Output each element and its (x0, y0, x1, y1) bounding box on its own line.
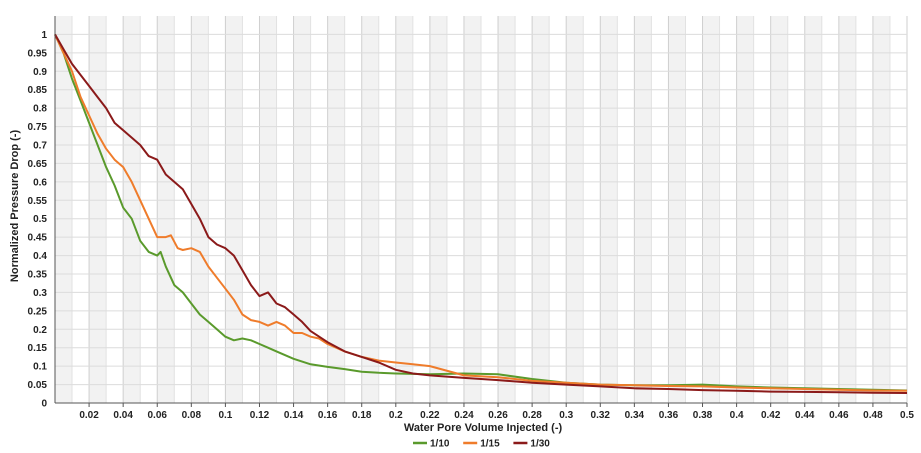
grid-band (89, 16, 107, 403)
grid-band (361, 16, 379, 403)
y-tick-label: 0.5 (33, 214, 47, 225)
y-tick-label: 0.1 (33, 362, 47, 373)
y-tick-label: 0.55 (28, 196, 48, 207)
x-tick-label: 0.24 (454, 410, 474, 421)
x-tick-label: 0.28 (522, 410, 542, 421)
y-axis-title: Normalized Pressure Drop (-) (9, 130, 21, 283)
x-tick-label: 0.14 (284, 410, 304, 421)
y-tick-label: 0.85 (28, 85, 48, 96)
grid-band (55, 16, 73, 403)
grid-lines (55, 16, 908, 403)
x-tick-label: 0.32 (591, 410, 611, 421)
grid-band (532, 16, 550, 403)
x-axis-title: Water Pore Volume Injected (-) (404, 422, 563, 434)
grid-band (191, 16, 209, 403)
x-tick-label: 0.02 (79, 410, 99, 421)
legend-item-label: 1/15 (480, 439, 500, 450)
x-tick-label: 0.46 (829, 410, 849, 421)
grid-band (327, 16, 345, 403)
axes (54, 16, 907, 404)
series-layer (54, 33, 908, 394)
x-tick-label: 0.38 (693, 410, 713, 421)
grid-band (804, 16, 822, 403)
grid-band (838, 16, 856, 403)
x-tick-label: 0.44 (795, 410, 815, 421)
x-tick-label: 0.36 (659, 410, 679, 421)
grid-band (872, 16, 890, 403)
grid-band (498, 16, 516, 403)
grid-band (702, 16, 720, 403)
x-tick-label: 0.08 (182, 410, 202, 421)
x-tick-label: 0.4 (730, 410, 744, 421)
x-tick-label: 0.06 (148, 410, 168, 421)
y-tick-label: 0.2 (33, 325, 47, 336)
x-tick-label: 0.5 (900, 410, 914, 421)
grid-band (736, 16, 754, 403)
y-tick-label: 0.65 (28, 159, 48, 170)
x-tick-label: 0.48 (863, 410, 883, 421)
y-tick-labels: 0 0.05 0.1 0.15 0.2 0.25 0.3 0.35 0.4 0.45 0.5 0.55… (28, 30, 48, 410)
x-tick-label: 0.34 (625, 410, 645, 421)
x-tick-label: 0.2 (389, 410, 403, 421)
grid-band (293, 16, 311, 403)
grid-band (157, 16, 175, 403)
series-line-1-30 (54, 33, 908, 394)
y-tick-label: 0.3 (33, 288, 47, 299)
y-tick-label: 0.25 (28, 306, 48, 317)
x-tick-label: 0.42 (761, 410, 781, 421)
x-tick-label: 0.16 (318, 410, 338, 421)
x-tick-label: 0.1 (218, 410, 232, 421)
y-tick-label: 0.35 (28, 270, 48, 281)
x-tick-label: 0.18 (352, 410, 372, 421)
y-tick-label: 0.6 (33, 177, 47, 188)
grid-band (225, 16, 243, 403)
y-tick-label: 0.9 (33, 67, 47, 78)
grid-band (566, 16, 584, 403)
grid-band (770, 16, 788, 403)
x-tick-label: 0.3 (559, 410, 573, 421)
y-tick-label: 0.15 (28, 343, 48, 354)
legend-item-label: 1/30 (530, 439, 550, 450)
grid-band (429, 16, 447, 403)
y-tick-label: 0.95 (28, 48, 48, 59)
grid-band (259, 16, 277, 403)
series-line-1-15 (54, 33, 908, 392)
x-tick-label: 0.22 (420, 410, 440, 421)
x-tick-labels: 0.02 0.04 0.06 0.08 0.1 0.12 0.14 0.16 0.18 0.2 0.… (79, 403, 914, 421)
grid-band (123, 16, 141, 403)
x-tick-label: 0.04 (113, 410, 133, 421)
grid-band (463, 16, 481, 403)
grid-band (634, 16, 652, 403)
grid-band (600, 16, 618, 403)
grid-band (668, 16, 686, 403)
y-tick-label: 0.8 (33, 104, 47, 115)
y-tick-label: 0.45 (28, 233, 48, 244)
x-tick-label: 0.26 (488, 410, 508, 421)
y-tick-label: 0.7 (33, 141, 47, 152)
legend: 1/10 1/15 1/30 (413, 439, 550, 450)
y-tick-label: 0.05 (28, 380, 48, 391)
x-tick-label: 0.12 (250, 410, 270, 421)
y-tick-label: 0.75 (28, 122, 48, 133)
y-tick-label: 0 (41, 399, 47, 410)
legend-item-label: 1/10 (430, 439, 450, 450)
y-tick-label: 0.4 (33, 251, 47, 262)
grid-band (395, 16, 413, 403)
y-tick-label: 1 (41, 30, 47, 41)
